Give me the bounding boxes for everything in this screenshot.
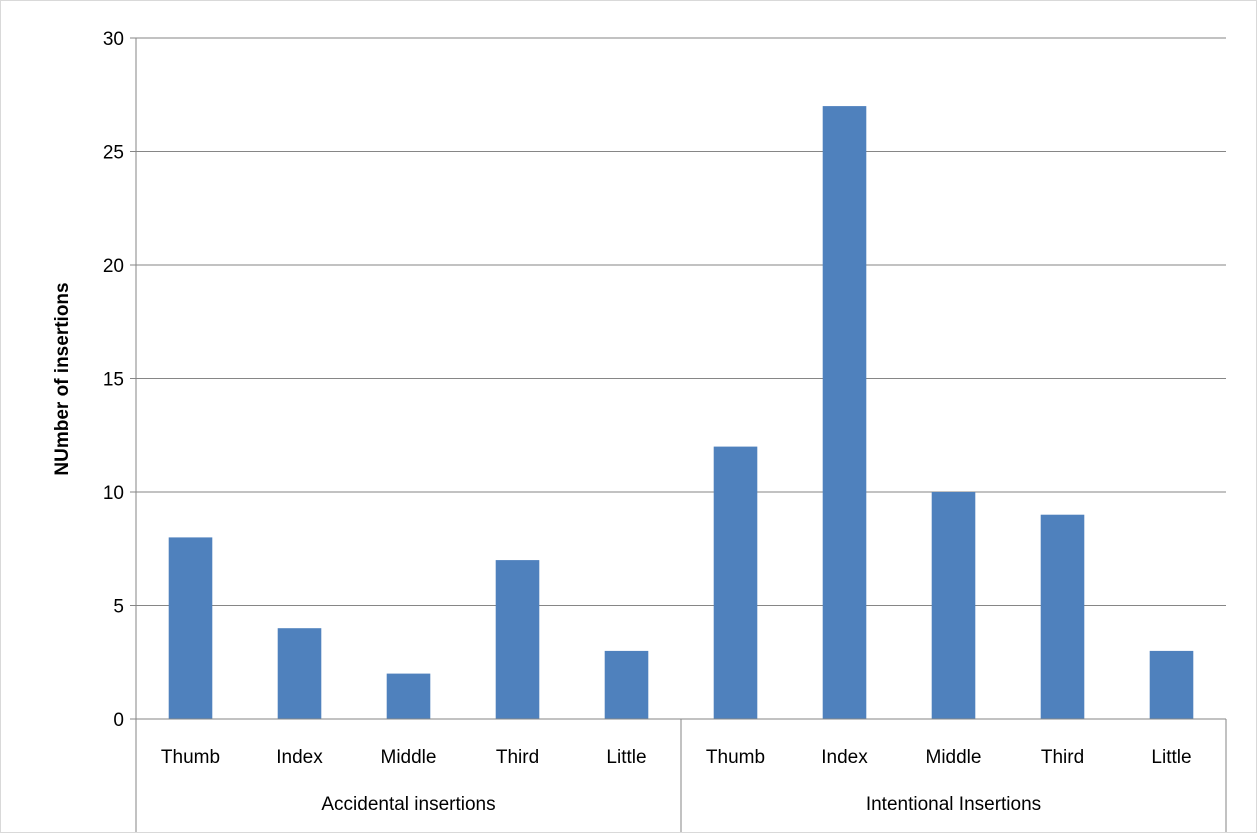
x-category-labels: Thumb Index Middle Third Little Thumb Index Mid…: [161, 747, 1192, 768]
x-group-label: Accidental insertions: [321, 794, 495, 815]
x-category-label: Third: [1041, 747, 1084, 768]
y-tick-label: 30: [103, 29, 124, 50]
bar: [168, 537, 213, 719]
y-tick-label: 20: [103, 256, 124, 277]
y-tick-label: 10: [103, 483, 124, 504]
x-group-labels: Accidental insertions Intentional Inserti…: [321, 794, 1041, 815]
bars: [168, 106, 1194, 720]
x-category-label: Third: [496, 747, 539, 768]
x-category-label: Middle: [381, 747, 437, 768]
x-category-label: Index: [821, 747, 868, 768]
x-category-label: Middle: [926, 747, 982, 768]
x-category-label: Little: [1151, 747, 1191, 768]
x-category-label: Thumb: [161, 747, 220, 768]
bar: [495, 560, 540, 719]
y-tick-label: 15: [103, 370, 124, 391]
bar: [822, 106, 867, 720]
y-tick-labels: 0 5 10 15 20 25 30: [103, 29, 124, 731]
bar: [1040, 514, 1085, 719]
x-category-label: Thumb: [706, 747, 765, 768]
bar: [386, 673, 431, 719]
y-tick-label: 25: [103, 143, 124, 164]
x-group-label: Intentional Insertions: [866, 794, 1041, 815]
bar: [1149, 650, 1194, 719]
bar: [604, 650, 649, 719]
x-category-label: Index: [276, 747, 323, 768]
x-category-label: Little: [606, 747, 646, 768]
y-tick-label: 5: [113, 597, 124, 618]
bar: [713, 446, 758, 719]
axes: [130, 37, 1227, 832]
y-tick-label: 0: [113, 710, 124, 731]
bar: [277, 628, 322, 719]
y-axis-label: NUmber of insertions: [52, 282, 73, 475]
bar: [931, 492, 976, 719]
